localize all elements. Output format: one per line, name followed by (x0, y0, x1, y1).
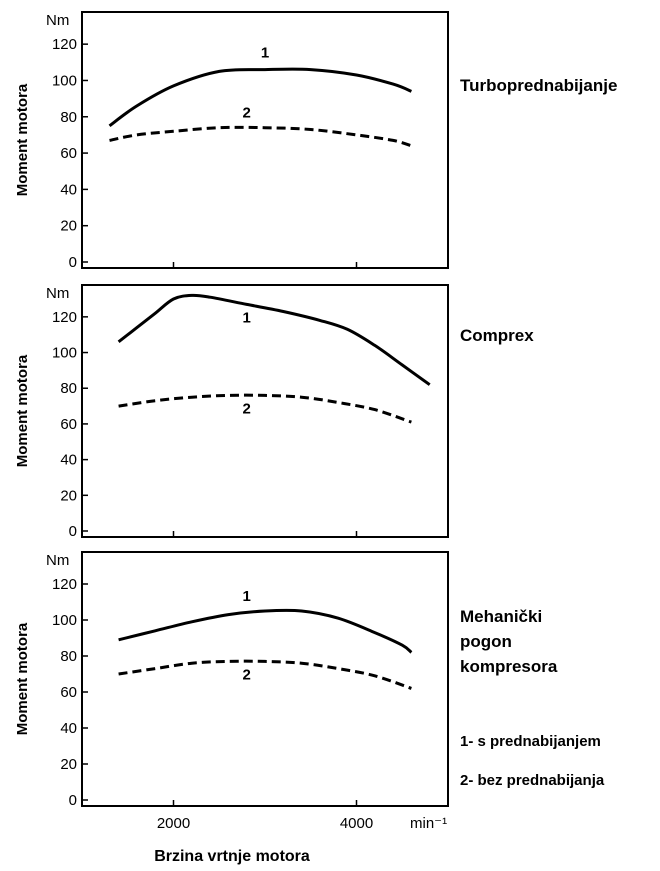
y-tick-label: 60 (60, 684, 77, 701)
series-label-1: 1 (261, 45, 269, 62)
y-tick-label: 60 (60, 145, 77, 162)
panel-title-mechanical: Mehanički pogon kompresora (460, 607, 558, 676)
y-axis-label: Moment motora (14, 622, 31, 735)
y-tick-label: 40 (60, 452, 77, 469)
series-label-1: 1 (243, 309, 251, 326)
series-line-1 (118, 608, 413, 654)
y-tick-label: 100 (52, 72, 77, 89)
y-tick-label: 0 (69, 792, 77, 809)
chart-panel-3: Nm 0 20 40 60 80 100 120 Moment motora 1 2 2000 4000… (14, 551, 449, 865)
y-tick-label: 20 (60, 487, 77, 504)
series-label-2: 2 (243, 666, 251, 683)
y-unit-label: Nm (46, 285, 69, 302)
y-tick-label: 100 (52, 345, 77, 362)
y-tick-label: 80 (60, 380, 77, 397)
y-axis-label: Moment motora (14, 354, 31, 467)
y-tick-label: 20 (60, 218, 77, 235)
legend-item-2: 2- bez prednabijanja (460, 772, 605, 789)
chart-panel-1: Nm 0 20 40 60 80 100 120 Moment motora 1 2 (14, 11, 449, 271)
series-line-1 (108, 67, 413, 128)
x-unit-label: min⁻¹ (410, 815, 447, 832)
series-line-1 (117, 293, 431, 386)
y-tick-label: 100 (52, 612, 77, 629)
y-tick-label: 60 (60, 416, 77, 433)
y-tick-label: 120 (52, 36, 77, 53)
legend-item-1: 1- s prednabijanjem (460, 733, 601, 750)
series-line-2 (118, 393, 412, 424)
y-tick-label: 120 (52, 309, 77, 326)
series-label-1: 1 (243, 588, 251, 605)
y-tick-label: 0 (69, 254, 77, 271)
series-label-2: 2 (243, 105, 251, 122)
series-label-2: 2 (243, 400, 251, 417)
plot-frame (81, 11, 449, 269)
plot-frame (81, 551, 449, 807)
x-tick-label: 4000 (340, 815, 373, 832)
chart-panel-2: Nm 0 20 40 60 80 100 120 Moment motora 1 2 (14, 284, 449, 540)
y-unit-label: Nm (46, 552, 69, 569)
x-axis-label: Brzina vrtnje motora (154, 848, 310, 865)
y-axis-label: Moment motora (14, 83, 31, 196)
panel-title-comprex: Comprex (460, 326, 534, 345)
y-tick-label: 40 (60, 720, 77, 737)
y-tick-label: 120 (52, 576, 77, 593)
x-tick-label: 2000 (157, 815, 190, 832)
y-tick-label: 80 (60, 648, 77, 665)
y-tick-label: 80 (60, 109, 77, 126)
y-tick-label: 40 (60, 181, 77, 198)
series-line-2 (118, 659, 412, 690)
plot-frame (81, 284, 449, 538)
y-unit-label: Nm (46, 12, 69, 29)
series-line-2 (109, 125, 412, 148)
y-tick-label: 0 (69, 523, 77, 540)
panel-title-turbo: Turboprednabijanje (460, 76, 618, 95)
y-tick-label: 20 (60, 756, 77, 773)
